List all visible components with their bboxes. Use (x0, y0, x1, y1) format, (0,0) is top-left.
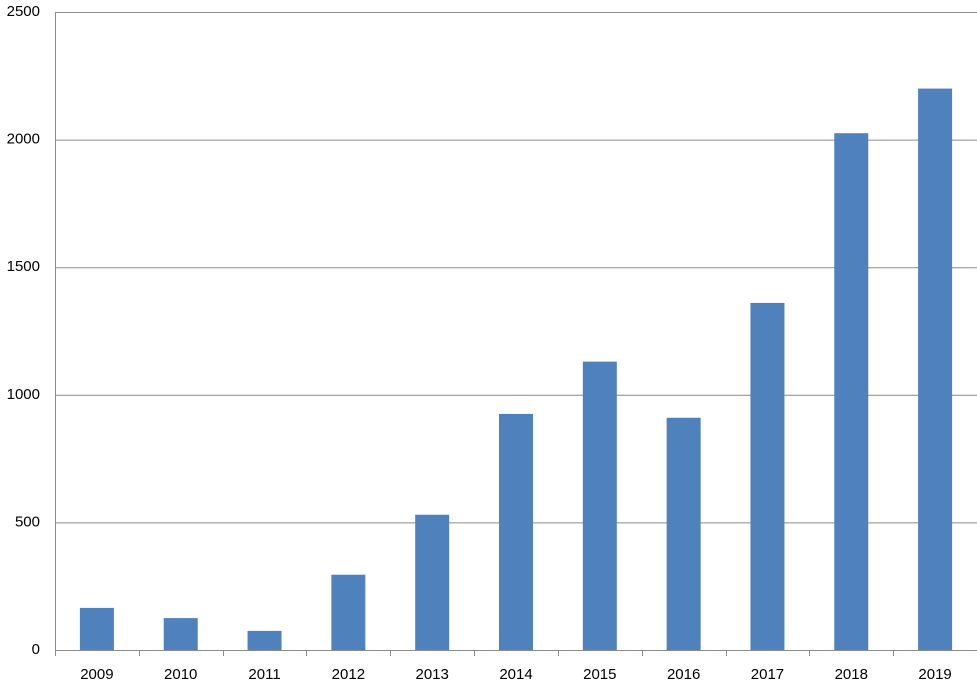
bar (750, 302, 785, 650)
bar (834, 133, 869, 651)
bar (666, 417, 701, 650)
x-tick-label: 2017 (751, 666, 784, 683)
x-tick-label: 2015 (583, 666, 616, 683)
x-tick-label: 2014 (499, 666, 532, 683)
x-tick-label: 2009 (80, 666, 113, 683)
y-tick-label: 2000 (7, 131, 40, 148)
bar (331, 574, 366, 650)
x-tick-label: 2018 (835, 666, 868, 683)
x-tick-label: 2010 (164, 666, 197, 683)
y-tick-label: 2500 (7, 3, 40, 20)
bar (499, 413, 533, 650)
y-tick-label: 1500 (7, 258, 40, 275)
bar (163, 618, 198, 650)
bar (415, 514, 450, 650)
bar (582, 361, 617, 650)
y-tick-label: 0 (32, 641, 40, 658)
bar (79, 607, 114, 650)
x-tick-label: 2019 (918, 666, 951, 683)
y-tick-label: 500 (15, 513, 40, 530)
bar (918, 88, 953, 650)
x-tick-label: 2016 (667, 666, 700, 683)
x-tick-label: 2012 (332, 666, 365, 683)
y-tick-label: 1000 (7, 386, 40, 403)
x-tick-label: 2011 (248, 666, 280, 683)
bar (247, 630, 282, 650)
x-tick-label: 2013 (415, 666, 448, 683)
